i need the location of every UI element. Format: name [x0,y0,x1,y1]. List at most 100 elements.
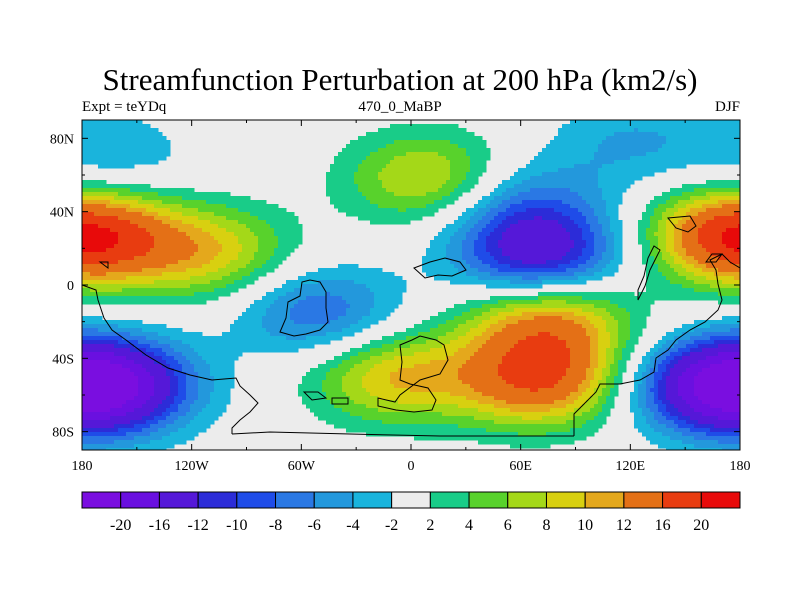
field-cell [678,248,683,253]
field-cell [342,152,347,157]
field-cell [678,200,683,205]
field-cell [590,168,595,173]
field-cell [102,136,107,141]
field-cell [198,220,203,225]
field-cell [462,248,467,253]
field-cell [422,160,427,165]
field-cell [170,224,175,229]
field-cell [518,176,523,181]
field-cell [574,124,579,129]
field-cell [118,252,123,257]
field-cell [546,256,551,261]
field-cell [258,268,263,273]
field-cell [682,136,687,141]
field-cell [614,192,619,197]
field-cell [402,288,407,293]
field-cell [462,232,467,237]
field-cell [454,268,459,273]
field-cell [190,212,195,217]
field-cell [470,252,475,257]
field-cell [642,144,647,149]
field-cell [510,212,515,217]
field-cell [658,228,663,233]
field-cell [226,256,231,261]
field-cell [390,140,395,145]
field-cell [590,224,595,229]
field-cell [702,236,707,241]
field-cell [206,216,211,221]
field-cell [706,272,711,277]
field-cell [134,268,139,273]
field-cell [562,192,567,197]
field-cell [574,168,579,173]
field-cell [526,236,531,241]
field-cell [86,180,91,185]
field-cell [118,156,123,161]
field-cell [222,276,227,281]
field-cell [442,164,447,169]
field-cell [206,256,211,261]
field-cell [446,128,451,133]
field-cell [706,180,711,185]
field-cell [698,232,703,237]
field-cell [718,204,723,209]
field-cell [178,244,183,249]
field-cell [618,292,623,297]
field-cell [90,160,95,165]
field-cell [538,240,543,245]
field-cell [618,152,623,157]
field-cell [134,224,139,229]
field-cell [614,176,619,181]
field-cell [482,200,487,205]
field-cell [534,244,539,249]
field-cell [630,128,635,133]
field-cell [366,216,371,221]
field-cell [686,160,691,165]
field-cell [442,248,447,253]
field-cell [570,168,575,173]
field-cell [734,192,739,197]
field-cell [514,268,519,273]
field-cell [538,212,543,217]
field-cell [114,124,119,129]
field-cell [338,272,343,277]
field-cell [710,240,715,245]
field-cell [174,280,179,285]
field-cell [726,156,731,161]
field-cell [134,196,139,201]
field-cell [434,172,439,177]
field-cell [578,192,583,197]
field-cell [610,192,615,197]
field-cell [730,268,735,273]
field-cell [162,232,167,237]
field-cell [262,272,267,277]
field-cell [594,216,599,221]
field-cell [142,128,147,133]
field-cell [702,188,707,193]
field-cell [550,236,555,241]
field-cell [438,272,443,277]
field-cell [610,144,615,149]
field-cell [666,160,671,165]
field-cell [606,124,611,129]
field-cell [602,196,607,201]
field-cell [734,196,739,201]
field-cell [542,292,547,297]
field-cell [214,268,219,273]
field-cell [494,244,499,249]
field-cell [250,252,255,257]
field-cell [566,160,571,165]
field-cell [622,124,627,129]
field-cell [218,200,223,205]
field-cell [358,208,363,213]
field-cell [398,292,403,297]
field-cell [366,176,371,181]
field-cell [654,288,659,293]
field-cell [186,244,191,249]
field-cell [638,224,643,229]
field-cell [154,280,159,285]
field-cell [690,188,695,193]
field-cell [538,252,543,257]
field-cell [606,136,611,141]
field-cell [438,160,443,165]
